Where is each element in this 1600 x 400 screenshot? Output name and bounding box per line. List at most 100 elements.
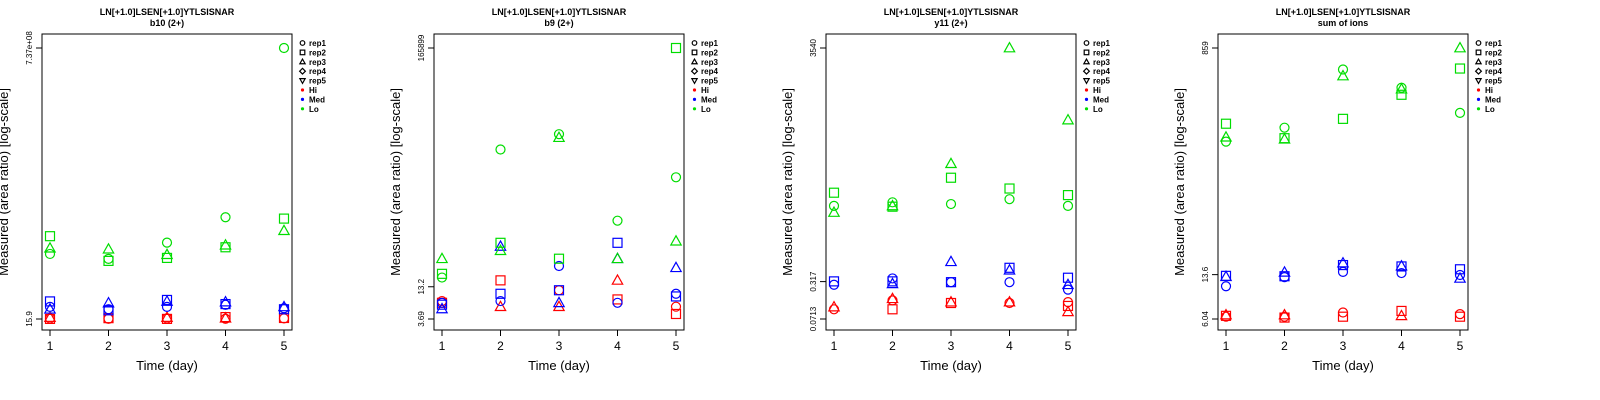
- x-tick-label: 3: [948, 339, 955, 353]
- y-axis-label: Measured (area ratio) [log-scale]: [780, 88, 795, 276]
- data-point: [1062, 284, 1074, 295]
- data-point: [103, 305, 114, 316]
- data-point: [44, 296, 56, 307]
- legend-label: rep5: [1485, 77, 1502, 86]
- data-point: [828, 279, 840, 290]
- data-point: [886, 199, 899, 211]
- data-point: [436, 272, 448, 283]
- legend-marker: [1082, 78, 1091, 85]
- data-point: [495, 144, 506, 155]
- data-point: [1453, 41, 1467, 53]
- data-point: [278, 42, 290, 54]
- data-point: [495, 275, 506, 286]
- data-point: [1279, 122, 1290, 133]
- legend-marker: [1083, 40, 1090, 46]
- data-point: [670, 291, 682, 302]
- data-point: [1061, 278, 1075, 290]
- x-tick-label: 3: [164, 339, 171, 353]
- data-point: [1396, 261, 1407, 272]
- data-point: [828, 276, 840, 287]
- data-point: [44, 248, 56, 260]
- legend-color-dot: [300, 107, 305, 111]
- legend-color-dot: [692, 88, 697, 92]
- legend-label: Med: [309, 95, 325, 104]
- y-tick-label: 15.9: [25, 311, 34, 327]
- x-axis-label: Time (day): [920, 358, 982, 373]
- legend-color-dot: [1084, 107, 1089, 111]
- data-point: [1062, 200, 1074, 211]
- data-point: [1004, 183, 1015, 194]
- data-point: [160, 310, 174, 322]
- x-axis-label: Time (day): [1312, 358, 1374, 373]
- legend-label: Lo: [1485, 105, 1495, 114]
- data-point: [945, 277, 957, 288]
- data-point: [1337, 311, 1349, 322]
- legend-color-dot: [692, 107, 697, 111]
- data-point: [1396, 89, 1407, 100]
- data-point: [277, 300, 291, 312]
- y-axis-label: Measured (area ratio) [log-scale]: [1172, 88, 1187, 276]
- data-point: [553, 129, 565, 140]
- data-point: [1219, 270, 1233, 282]
- legend-label: rep1: [1093, 39, 1110, 48]
- legend-label: Lo: [1093, 105, 1103, 114]
- data-point: [103, 255, 114, 266]
- plot-frame: [1217, 33, 1469, 331]
- legend-color-dot: [1084, 97, 1089, 101]
- data-point: [553, 285, 565, 296]
- data-point: [1062, 272, 1074, 283]
- data-point: [277, 224, 291, 236]
- data-point: [1396, 267, 1407, 279]
- legend-label: rep3: [309, 58, 326, 67]
- data-point: [103, 253, 114, 264]
- data-point: [436, 268, 448, 279]
- y-tick-label: 13.6: [1201, 266, 1210, 282]
- data-point: [1061, 305, 1075, 317]
- legend-marker: [1082, 67, 1091, 75]
- data-point: [944, 255, 958, 267]
- data-point: [828, 187, 840, 198]
- chart-title: LN[+1.0]LSEN[+1.0]YTLSISNAR: [100, 7, 235, 17]
- data-point: [1219, 130, 1233, 142]
- data-point: [219, 311, 232, 323]
- legend-label: rep4: [309, 67, 326, 76]
- data-point: [612, 215, 623, 226]
- data-point: [945, 172, 957, 183]
- plot-frame: [41, 33, 293, 331]
- data-point: [670, 308, 682, 320]
- legend-marker: [691, 49, 698, 56]
- data-point: [161, 313, 173, 325]
- legend-label: Hi: [701, 86, 709, 95]
- y-tick-label: 7.37e+08: [25, 31, 34, 65]
- data-point: [1061, 113, 1075, 125]
- legend-label: Med: [1093, 95, 1109, 104]
- y-tick-label: 0.317: [809, 271, 818, 292]
- legend-color-dot: [300, 97, 305, 101]
- legend-color-dot: [1476, 88, 1481, 92]
- data-point: [220, 242, 231, 253]
- y-tick-label: 13.2: [417, 278, 426, 294]
- legend-label: rep3: [701, 58, 718, 67]
- x-tick-label: 1: [831, 339, 838, 353]
- x-tick-label: 3: [556, 339, 563, 353]
- data-point: [495, 295, 506, 307]
- data-point: [435, 302, 449, 314]
- legend-marker: [1082, 57, 1091, 65]
- legend-label: rep5: [701, 77, 718, 86]
- data-point: [670, 288, 682, 299]
- data-point: [553, 253, 565, 264]
- legend-marker: [1475, 49, 1482, 56]
- data-point: [1337, 64, 1349, 75]
- data-point: [220, 212, 231, 223]
- data-point: [278, 213, 290, 224]
- data-point: [611, 273, 624, 285]
- data-point: [611, 252, 624, 264]
- data-point: [944, 295, 958, 307]
